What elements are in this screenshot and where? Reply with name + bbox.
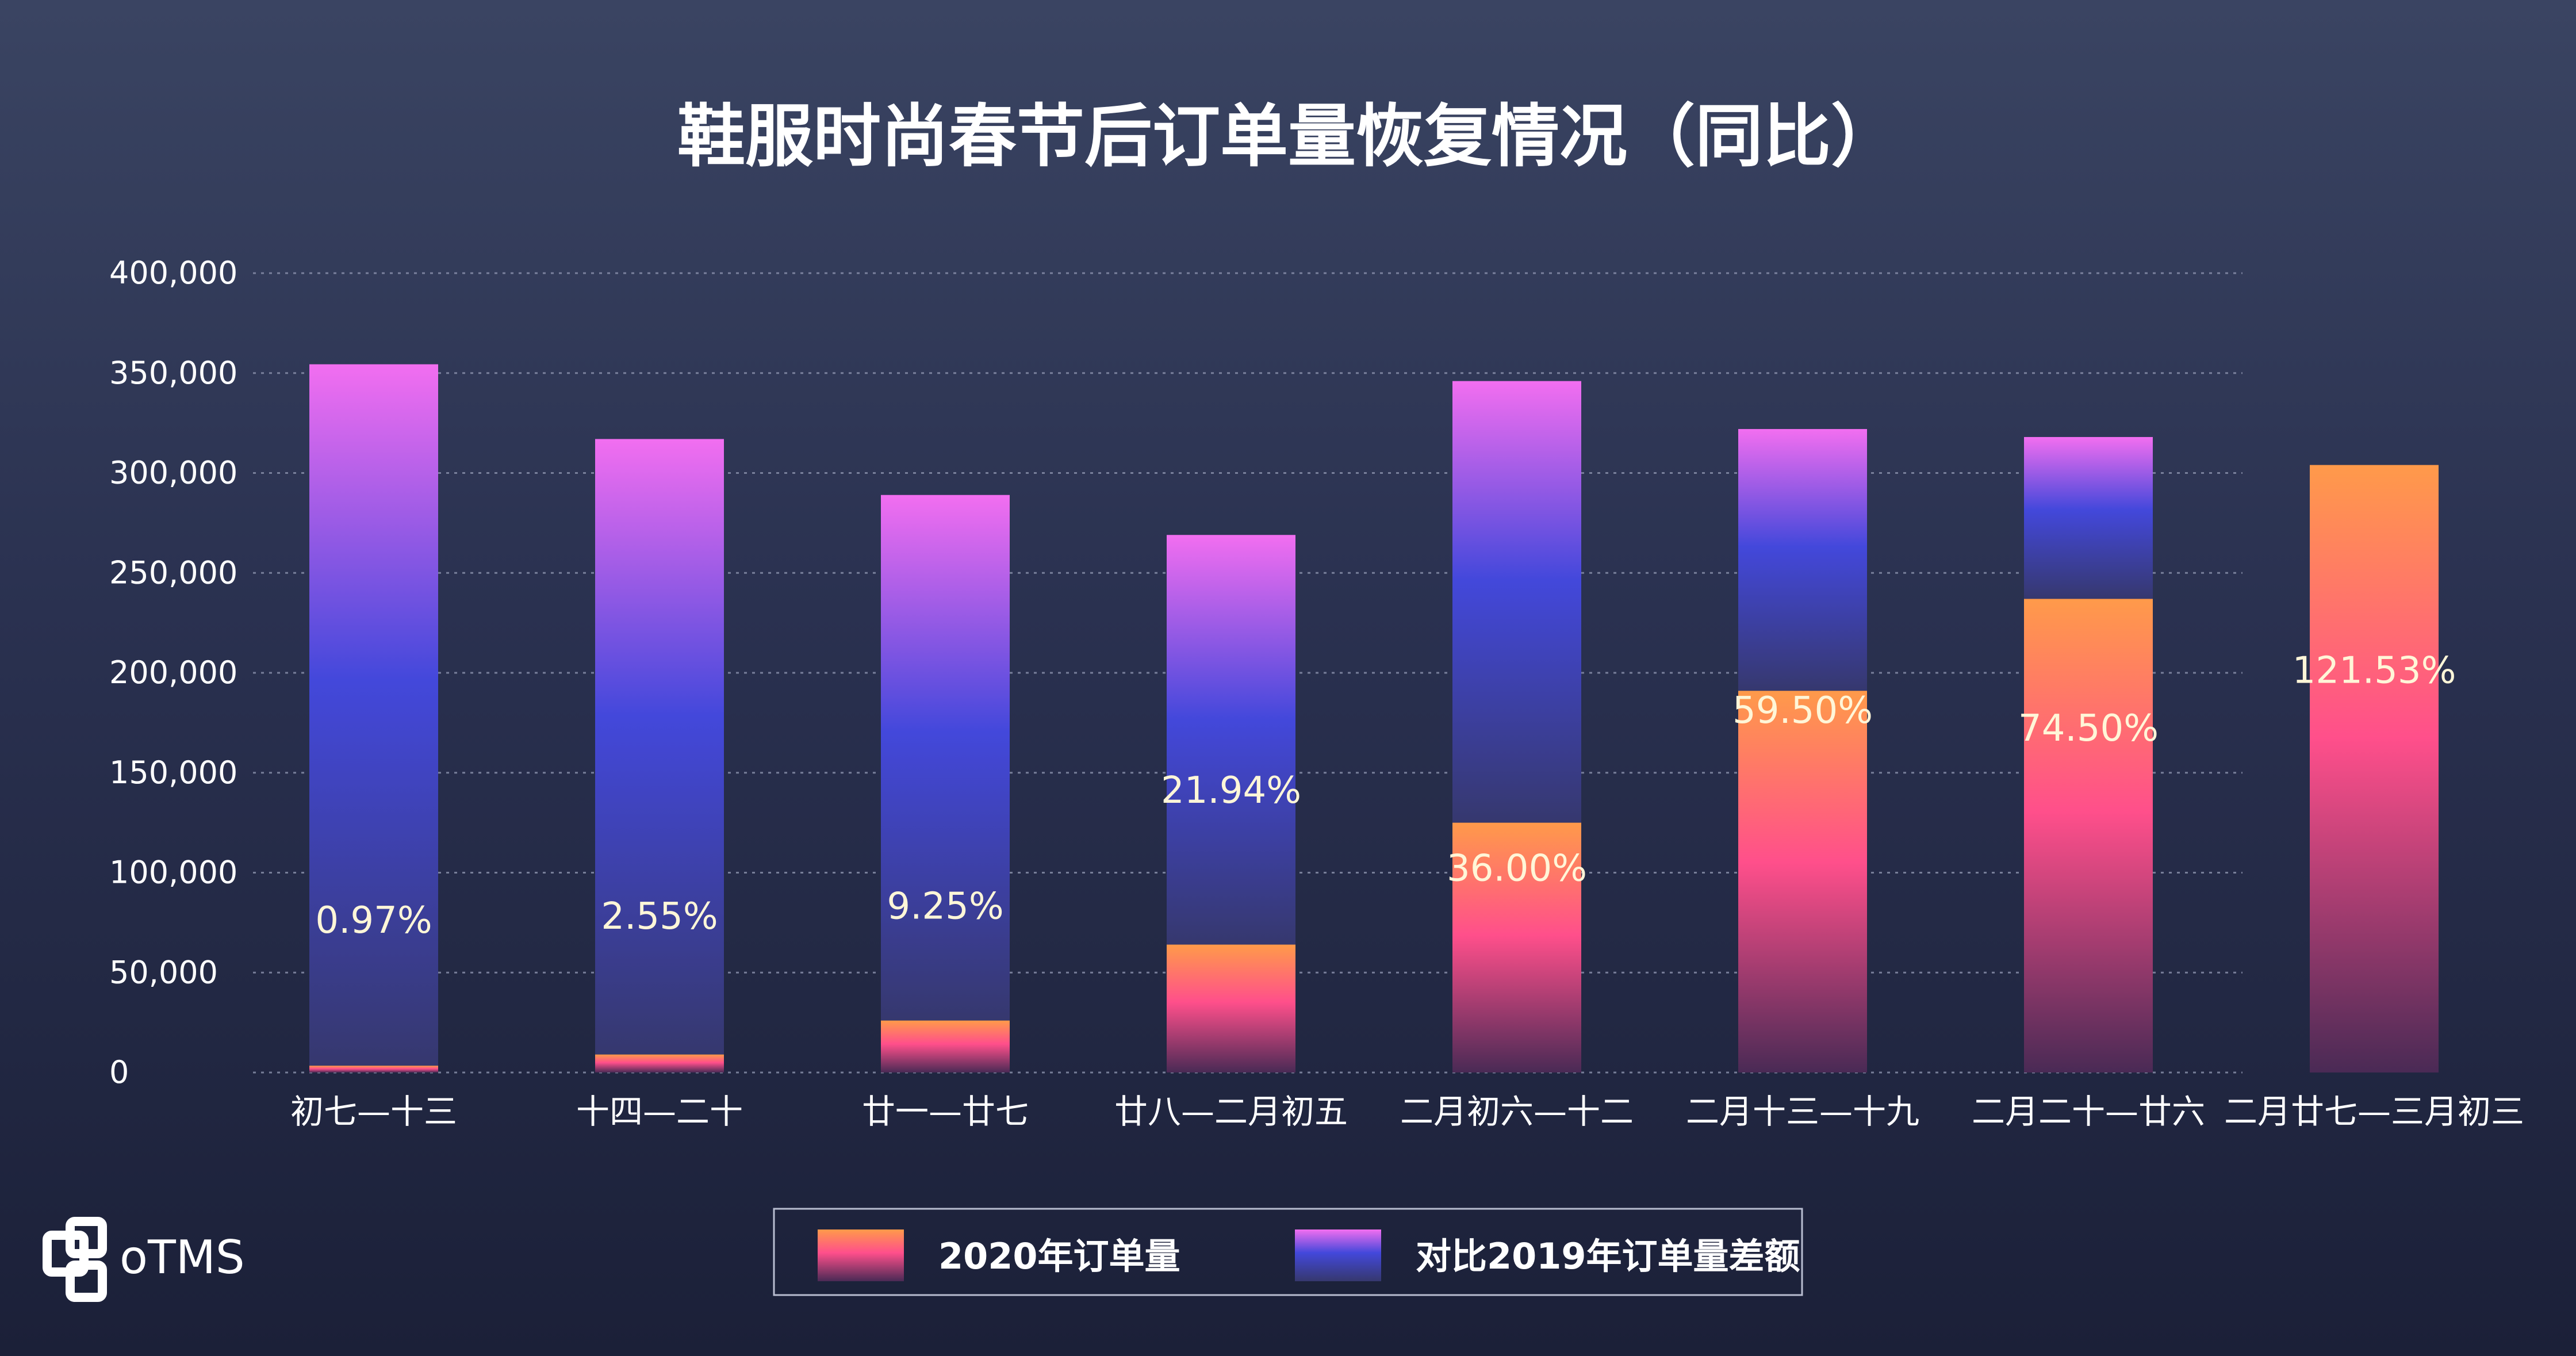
y-tick-label: 150,000 xyxy=(109,754,237,791)
otms-logo-icon xyxy=(43,1217,107,1302)
bar-diff-2019 xyxy=(881,495,1010,1021)
bar-diff-2019 xyxy=(2024,436,2153,599)
y-tick-label: 350,000 xyxy=(109,355,237,391)
chart-title: 鞋服时尚春节后订单量恢复情况（同比） xyxy=(677,97,1899,176)
bar-2020-orders xyxy=(1167,944,1295,1072)
bar-2020-orders xyxy=(1738,691,1867,1072)
bar-2020-orders xyxy=(1452,822,1581,1072)
bar-2020-orders xyxy=(2310,465,2439,1072)
legend: 2020年订单量 对比2019年订单量差额 xyxy=(773,1208,1803,1296)
y-tick-label: 400,000 xyxy=(109,255,237,291)
bar-2020-orders xyxy=(309,1066,438,1072)
legend-swatch-diff xyxy=(1295,1229,1381,1281)
brand-logo: oTMS xyxy=(43,1217,245,1302)
brand-name: oTMS xyxy=(120,1231,245,1284)
percent-label: 9.25% xyxy=(887,885,1003,928)
x-tick-label: 二月初六—十二 xyxy=(1400,1092,1634,1131)
bar-diff-2019 xyxy=(309,364,438,1066)
bar-2020-orders xyxy=(881,1020,1010,1072)
y-tick-label: 100,000 xyxy=(109,855,237,891)
percent-label: 2.55% xyxy=(601,895,718,938)
bars xyxy=(309,364,2439,1072)
bar-2020-orders xyxy=(595,1054,724,1072)
bar-diff-2019 xyxy=(1167,535,1295,945)
percent-label: 59.50% xyxy=(1732,690,1873,732)
x-tick-label: 初七—十三 xyxy=(290,1092,457,1131)
legend-swatch-2020 xyxy=(818,1229,904,1281)
x-axis: 初七—十三 十四—二十 廿一—廿七 廿八—二月初五 二月初六—十二 二月十三—十九 二月二十… xyxy=(290,1092,2524,1131)
x-tick-label: 廿八—二月初五 xyxy=(1114,1092,1348,1131)
y-tick-label: 200,000 xyxy=(109,654,237,691)
x-tick-label: 二月十三—十九 xyxy=(1686,1092,1919,1131)
legend-label-2020: 2020年订单量 xyxy=(938,1235,1180,1277)
bar-2020-orders xyxy=(2024,599,2153,1072)
percent-label: 36.00% xyxy=(1447,847,1587,890)
percent-label: 21.94% xyxy=(1161,769,1301,812)
legend-frame xyxy=(773,1208,1803,1296)
y-tick-label: 50,000 xyxy=(109,954,218,990)
grid-layer xyxy=(253,272,2242,1074)
x-tick-label: 十四—二十 xyxy=(576,1092,743,1131)
bar-diff-2019 xyxy=(1738,429,1867,691)
y-tick-label: 250,000 xyxy=(109,554,237,591)
x-tick-label: 二月廿七—三月初三 xyxy=(2224,1092,2524,1131)
percent-label: 121.53% xyxy=(2293,649,2456,692)
percent-label: 74.50% xyxy=(2018,707,2159,750)
bar-diff-2019 xyxy=(595,439,724,1055)
x-tick-label: 二月二十—廿六 xyxy=(1972,1092,2205,1131)
legend-label-diff: 对比2019年订单量差额 xyxy=(1416,1235,1800,1277)
y-axis: 0 50,000 100,000 150,000 200,000 250,000 300,0… xyxy=(109,255,237,1090)
percent-labels: 0.97% 2.55% 9.25% 21.94% 36.00% 59.50% 74.50% 1… xyxy=(315,649,2456,941)
bar-diff-2019 xyxy=(1452,381,1581,823)
x-tick-label: 廿一—廿七 xyxy=(862,1092,1029,1131)
y-tick-label: 0 xyxy=(109,1054,129,1090)
y-tick-label: 300,000 xyxy=(109,455,237,491)
percent-label: 0.97% xyxy=(315,899,432,942)
